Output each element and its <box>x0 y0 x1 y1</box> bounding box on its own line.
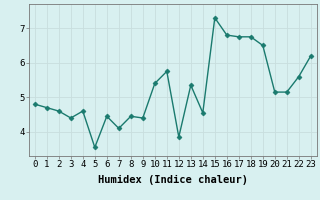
X-axis label: Humidex (Indice chaleur): Humidex (Indice chaleur) <box>98 175 248 185</box>
